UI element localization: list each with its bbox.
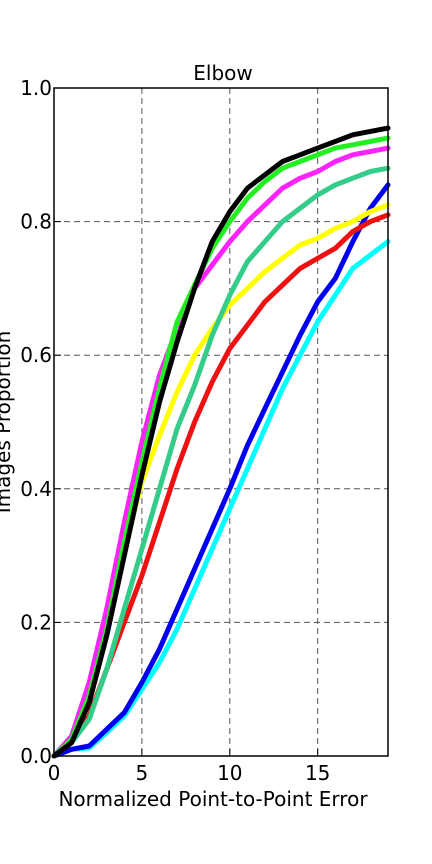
y-tick-label: 0.0 [20, 744, 52, 768]
series-line-5 [51, 165, 391, 759]
y-tick-label: 0.4 [20, 477, 52, 501]
y-tick-label: 0.8 [20, 210, 52, 234]
x-axis-label: Normalized Point-to-Point Error [58, 787, 368, 811]
series-line-8 [51, 125, 391, 759]
x-tick-label: 5 [136, 761, 149, 785]
y-tick-label: 1.0 [20, 76, 52, 100]
y-tick-label: 0.2 [20, 610, 52, 634]
x-tick-label: 0 [48, 761, 61, 785]
chart-title: Elbow [193, 61, 252, 85]
y-axis-label: Images Proportion [0, 331, 15, 514]
series-line-2 [51, 182, 391, 759]
grid-layer [54, 88, 388, 756]
tick-layer: 0 5 10 15 0.0 0.2 0.4 0.6 0.8 1.0 [20, 76, 330, 785]
x-tick-label: 10 [217, 761, 242, 785]
series-line-6 [51, 145, 391, 759]
y-tick-label: 0.6 [20, 343, 52, 367]
x-tick-label: 15 [305, 761, 330, 785]
plot-frame [53, 87, 389, 757]
series-layer [51, 125, 391, 759]
